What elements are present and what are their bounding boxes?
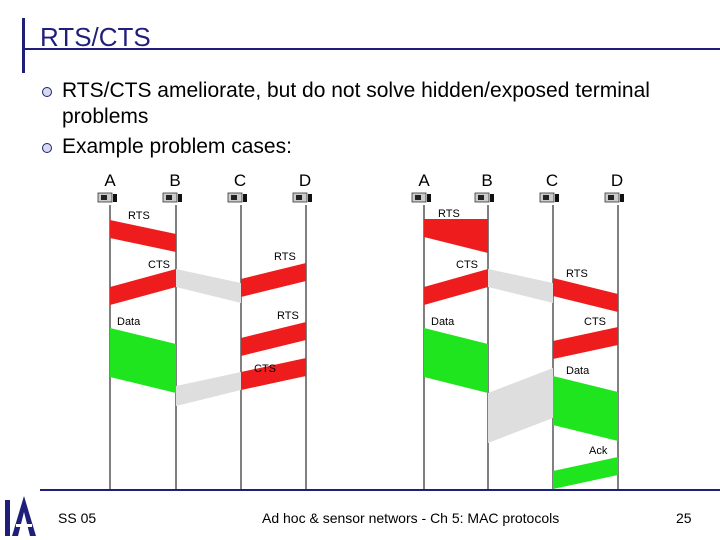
data-label: Data [431, 316, 455, 328]
node-label-d: D [299, 171, 311, 190]
rts-message [424, 219, 488, 253]
cts-message [241, 358, 306, 390]
node-label-a: A [418, 171, 430, 190]
rts-label: RTS [277, 310, 299, 322]
slide-title: RTS/CTS [40, 22, 151, 52]
node-label-b: B [169, 171, 180, 190]
scenario-left: A B C D RTS CTS RTS Data RTS CTS [97, 171, 313, 490]
scenario-right: A B C D RTS CTS RTS Data CTS Data [411, 171, 625, 490]
node-label-c: C [234, 171, 246, 190]
title-underline [22, 48, 720, 50]
bullet-item: Example problem cases: [42, 134, 682, 160]
rts-label: RTS [128, 210, 150, 222]
data-message [553, 376, 618, 441]
title-accent-bar [22, 18, 25, 73]
bullet-icon [42, 143, 52, 153]
node-label-b: B [481, 171, 492, 190]
rts-message [553, 278, 618, 312]
bullet-text: RTS/CTS ameliorate, but do not solve hid… [62, 79, 650, 128]
bullet-text: Example problem cases: [62, 135, 292, 158]
bullet-item: RTS/CTS ameliorate, but do not solve hid… [42, 78, 682, 130]
cts-overheard [488, 269, 553, 303]
computer-icon [97, 192, 118, 203]
rts-message [110, 220, 176, 252]
ack-label: Ack [589, 445, 608, 457]
data-overheard [488, 368, 553, 443]
bullet-list: RTS/CTS ameliorate, but do not solve hid… [42, 78, 682, 164]
data-label: Data [117, 316, 141, 328]
bullet-icon [42, 87, 52, 97]
rts-label: RTS [274, 251, 296, 263]
computer-icon [411, 192, 432, 203]
cts-message [553, 327, 618, 359]
rts-message [241, 322, 306, 356]
cts-overheard [176, 372, 241, 406]
computer-icon [604, 192, 625, 203]
node-label-c: C [546, 171, 558, 190]
data-label: Data [566, 365, 590, 377]
university-logo-icon [5, 496, 36, 536]
data-message [110, 328, 176, 393]
computer-icon [292, 192, 313, 203]
footer-title: Ad hoc & sensor networs - Ch 5: MAC prot… [262, 510, 560, 526]
cts-label: CTS [148, 259, 170, 271]
rts-label: RTS [566, 268, 588, 280]
cts-message [110, 269, 176, 305]
rts-message [241, 263, 306, 297]
cts-label: CTS [584, 316, 606, 328]
ack-message [553, 457, 618, 489]
footer-course: SS 05 [58, 510, 97, 526]
cts-label: CTS [456, 259, 478, 271]
page-number: 25 [676, 510, 692, 526]
node-label-d: D [611, 171, 623, 190]
computer-icon [539, 192, 560, 203]
node-label-a: A [104, 171, 116, 190]
cts-overheard [176, 269, 241, 303]
computer-icon [227, 192, 248, 203]
computer-icon [162, 192, 183, 203]
cts-label: CTS [254, 363, 276, 375]
cts-message [424, 269, 488, 305]
rts-label: RTS [438, 208, 460, 220]
computer-icon [474, 192, 495, 203]
data-message [424, 328, 488, 393]
